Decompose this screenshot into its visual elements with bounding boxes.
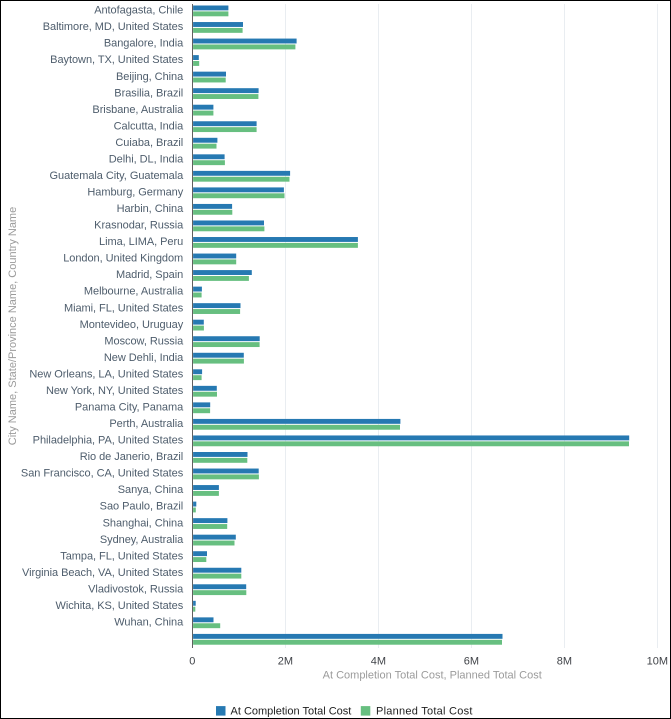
svg-text:At Completion Total Cost: At Completion Total Cost bbox=[231, 706, 352, 718]
svg-text:Vladivostok, Russia: Vladivostok, Russia bbox=[88, 583, 184, 595]
svg-text:2M: 2M bbox=[278, 656, 293, 668]
svg-text:Shanghai, China: Shanghai, China bbox=[103, 517, 185, 529]
svg-text:Tampa, FL, United States: Tampa, FL, United States bbox=[60, 550, 183, 562]
svg-text:Philadelphia, PA, United State: Philadelphia, PA, United States bbox=[33, 435, 184, 447]
svg-text:Beijing, China: Beijing, China bbox=[116, 71, 184, 83]
svg-text:Sao Paulo, Brazil: Sao Paulo, Brazil bbox=[100, 501, 184, 513]
svg-text:Baltimore, MD, United States: Baltimore, MD, United States bbox=[43, 21, 184, 33]
svg-text:Miami, FL, United States: Miami, FL, United States bbox=[64, 302, 184, 314]
svg-text:Sydney, Australia: Sydney, Australia bbox=[100, 534, 184, 546]
svg-text:Rio de Janerio, Brazil: Rio de Janerio, Brazil bbox=[80, 451, 183, 463]
svg-text:At Completion Total Cost, Plan: At Completion Total Cost, Planned Total … bbox=[323, 670, 542, 682]
svg-text:Madrid, Spain: Madrid, Spain bbox=[116, 269, 183, 281]
svg-text:4M: 4M bbox=[371, 656, 386, 668]
svg-text:Perth, Australia: Perth, Australia bbox=[109, 418, 184, 430]
svg-text:6M: 6M bbox=[464, 656, 479, 668]
svg-text:London, United Kingdom: London, United Kingdom bbox=[63, 253, 183, 265]
svg-text:New Orleans, LA, United States: New Orleans, LA, United States bbox=[29, 368, 183, 380]
svg-text:Sanya, China: Sanya, China bbox=[118, 484, 184, 496]
svg-text:Guatemala City, Guatemala: Guatemala City, Guatemala bbox=[50, 170, 185, 182]
svg-text:Delhi, DL, India: Delhi, DL, India bbox=[109, 153, 184, 165]
svg-text:Wuhan, China: Wuhan, China bbox=[114, 616, 184, 628]
svg-text:Montevideo, Uruguay: Montevideo, Uruguay bbox=[80, 319, 184, 331]
svg-text:Bangalore, India: Bangalore, India bbox=[104, 38, 184, 50]
svg-text:Planned Total Cost: Planned Total Cost bbox=[376, 706, 473, 718]
svg-text:Virginia Beach, VA, United Sta: Virginia Beach, VA, United States bbox=[22, 567, 184, 579]
svg-text:Brisbane, Australia: Brisbane, Australia bbox=[92, 104, 184, 116]
svg-text:Melbourne, Australia: Melbourne, Australia bbox=[84, 286, 184, 298]
svg-text:Panama City, Panama: Panama City, Panama bbox=[75, 401, 184, 413]
svg-text:Hamburg, Germany: Hamburg, Germany bbox=[87, 187, 183, 199]
svg-text:San Francisco, CA, United Stat: San Francisco, CA, United States bbox=[21, 468, 184, 480]
svg-text:New Dehli, India: New Dehli, India bbox=[104, 352, 184, 364]
svg-text:Baytown, TX, United States: Baytown, TX, United States bbox=[50, 54, 184, 66]
svg-text:8M: 8M bbox=[557, 656, 572, 668]
svg-text:Brasilia, Brazil: Brasilia, Brazil bbox=[114, 87, 183, 99]
svg-text:Moscow, Russia: Moscow, Russia bbox=[104, 335, 184, 347]
svg-text:Lima, LIMA, Peru: Lima, LIMA, Peru bbox=[99, 236, 183, 248]
svg-text:Harbin, China: Harbin, China bbox=[117, 203, 185, 215]
svg-text:New York, NY, United States: New York, NY, United States bbox=[46, 385, 184, 397]
svg-text:Antofagasta, Chile: Antofagasta, Chile bbox=[94, 5, 183, 17]
svg-text:0: 0 bbox=[189, 656, 195, 668]
svg-text:City Name, State/Province Name: City Name, State/Province Name, Country … bbox=[7, 207, 19, 445]
svg-text:Calcutta, India: Calcutta, India bbox=[114, 120, 185, 132]
svg-text:Cuiaba, Brazil: Cuiaba, Brazil bbox=[115, 137, 183, 149]
svg-text:10M: 10M bbox=[647, 656, 668, 668]
svg-text:Wichita, KS, United States: Wichita, KS, United States bbox=[55, 600, 183, 612]
svg-text:Krasnodar, Russia: Krasnodar, Russia bbox=[94, 220, 184, 232]
